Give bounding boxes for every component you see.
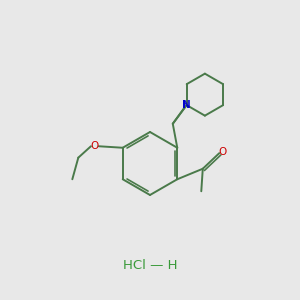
Text: N: N [182,100,190,110]
Text: N: N [183,100,190,110]
Text: O: O [90,141,99,151]
Text: O: O [219,147,227,157]
Text: HCl — H: HCl — H [123,259,177,272]
